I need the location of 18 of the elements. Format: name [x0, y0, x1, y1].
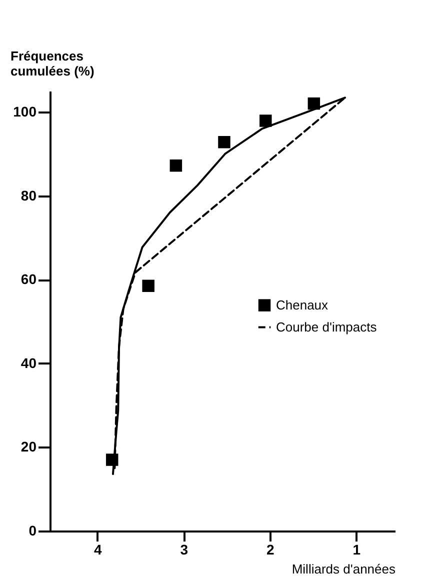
y-tick-label: 80 [20, 187, 37, 204]
point [260, 114, 272, 127]
x-tick-label: 4 [94, 542, 102, 558]
y-tick-label: 20 [20, 438, 37, 455]
x-tick-label: 2 [266, 542, 275, 558]
x-axis-title: Milliards d'années [292, 562, 396, 576]
y-axis-title: Fréquences cumulées (%) [10, 48, 94, 78]
y-tick-label: 60 [20, 271, 37, 288]
legend-label: Courbe d'impacts [276, 319, 378, 334]
legend-label: Chenaux [276, 297, 329, 312]
x-tick-label: 1 [352, 542, 361, 558]
point [218, 136, 230, 148]
y-tick-label: 40 [20, 354, 37, 371]
point [170, 159, 182, 172]
y-tick-label: 100 [13, 103, 37, 120]
x-tick-label: 3 [180, 542, 188, 558]
y-tick-label: 0 [28, 522, 37, 538]
point [142, 280, 154, 292]
